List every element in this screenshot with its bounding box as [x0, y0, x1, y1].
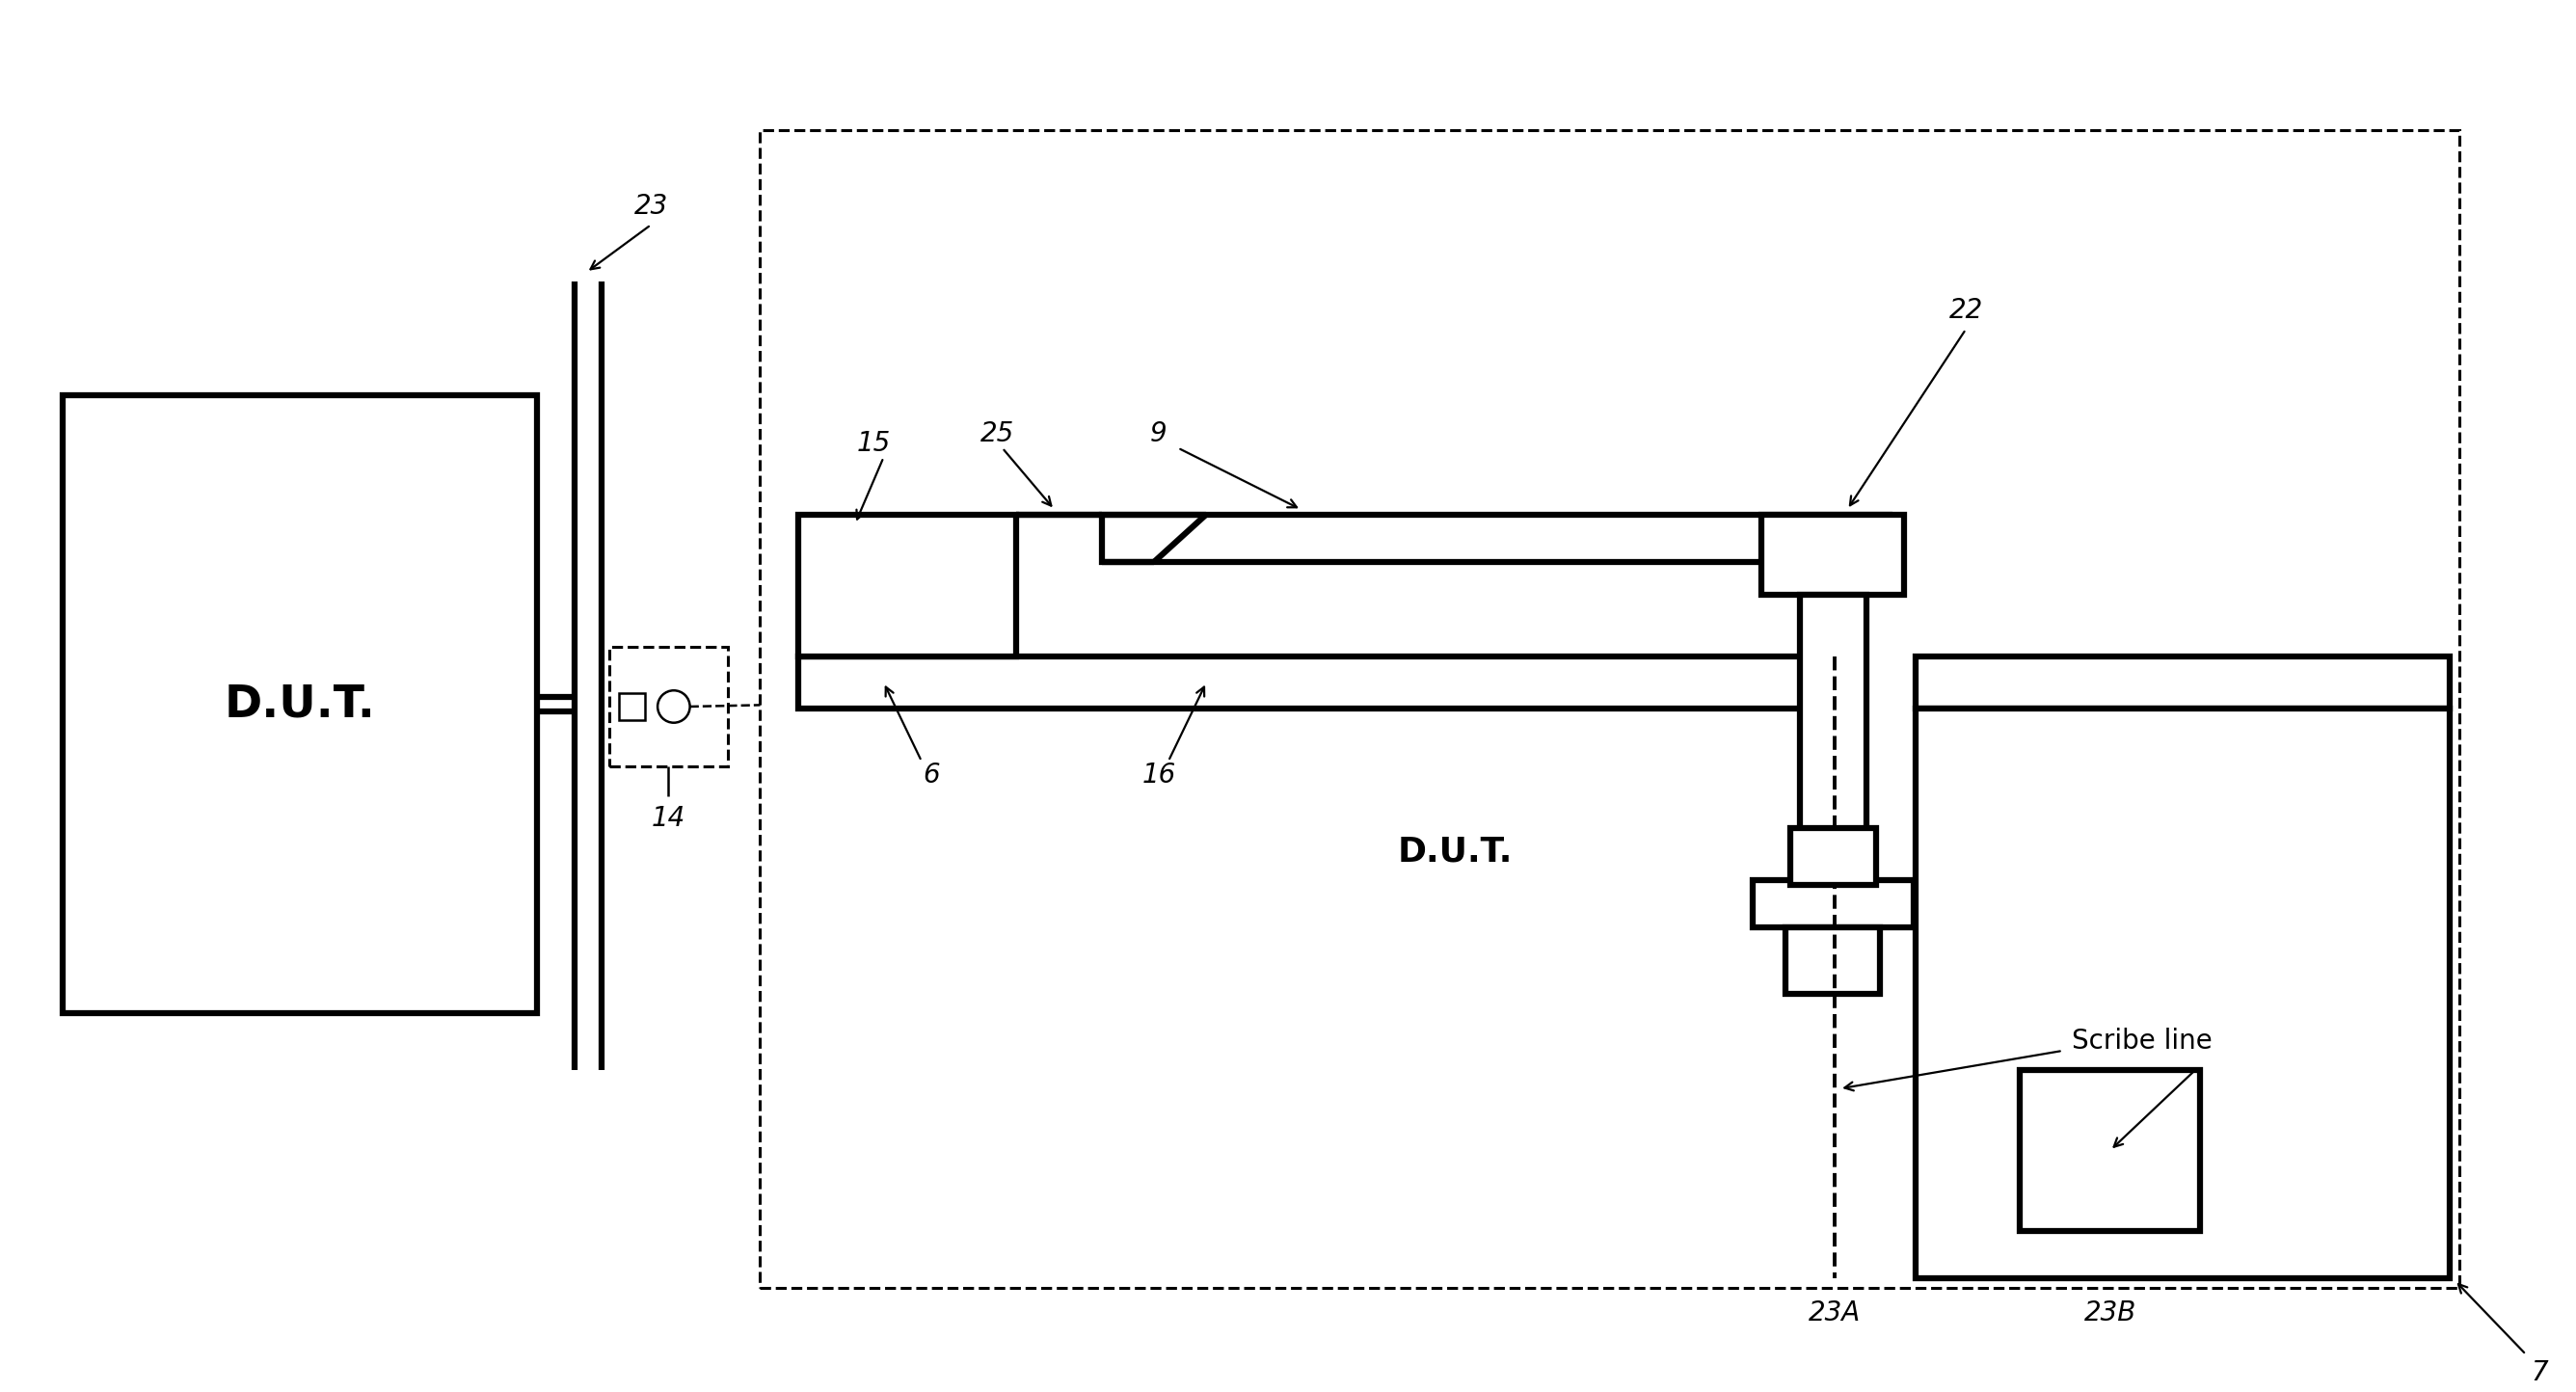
- Bar: [799, 657, 1824, 709]
- Bar: [1790, 828, 1875, 884]
- Bar: [1752, 880, 1914, 927]
- Text: 25: 25: [981, 420, 1015, 447]
- Text: 23: 23: [634, 192, 667, 220]
- Text: D.U.T.: D.U.T.: [1399, 835, 1512, 867]
- Text: 7: 7: [2530, 1359, 2548, 1386]
- Text: 14: 14: [652, 805, 685, 831]
- Bar: [608, 647, 729, 766]
- Bar: [1917, 709, 2450, 1278]
- Text: 23A: 23A: [1808, 1299, 1860, 1327]
- Text: 6: 6: [922, 761, 940, 789]
- Bar: [1762, 515, 1904, 594]
- Text: D.U.T.: D.U.T.: [224, 682, 376, 725]
- Text: 22: 22: [1950, 296, 1984, 324]
- Text: 15: 15: [858, 430, 891, 457]
- Text: 16: 16: [1141, 761, 1175, 789]
- Bar: [1801, 594, 1865, 880]
- Bar: [2020, 1069, 2200, 1231]
- Text: Scribe line: Scribe line: [2071, 1027, 2213, 1055]
- Text: 23B: 23B: [2084, 1299, 2136, 1327]
- Bar: [760, 129, 2460, 1288]
- Bar: [618, 693, 644, 720]
- Bar: [1103, 515, 1891, 562]
- Text: 9: 9: [1151, 420, 1167, 447]
- Bar: [62, 395, 536, 1013]
- Bar: [799, 515, 1018, 657]
- Bar: [1785, 927, 1880, 994]
- Bar: [1917, 657, 2450, 709]
